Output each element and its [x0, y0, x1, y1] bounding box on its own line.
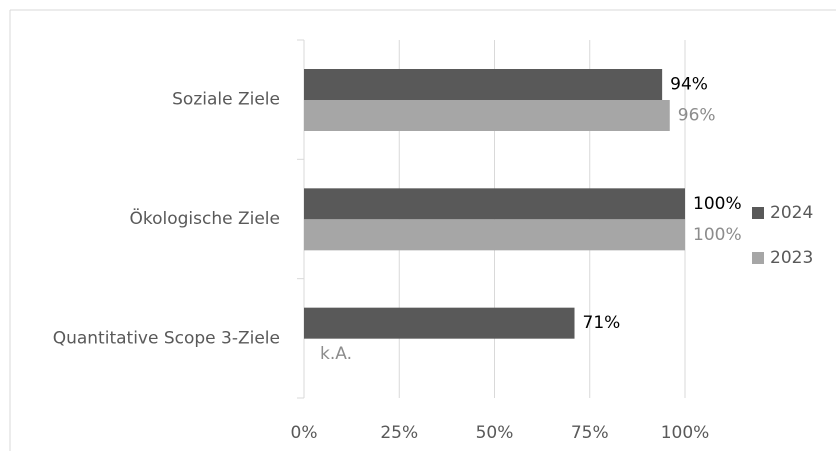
bar [304, 100, 670, 131]
x-tick-label: 25% [380, 423, 418, 443]
x-tick-label: 0% [291, 423, 318, 443]
x-tick-label: 50% [476, 423, 514, 443]
y-tick-label: Quantitative Scope 3-Ziele [53, 328, 280, 348]
data-label: 100% [693, 225, 742, 245]
legend-label: 2024 [770, 203, 813, 223]
legend-swatch [752, 252, 764, 264]
bar [304, 219, 685, 251]
x-tick-label: 100% [661, 423, 710, 443]
data-label: 100% [693, 194, 742, 214]
bar [304, 307, 575, 339]
data-label: k.A. [320, 344, 352, 364]
x-tick-label: 75% [571, 423, 609, 443]
y-tick-label: Soziale Ziele [172, 90, 280, 110]
legend-swatch [752, 207, 764, 219]
bar [304, 188, 685, 220]
bar [304, 69, 663, 100]
data-label: 96% [678, 106, 716, 126]
data-label: 94% [670, 75, 708, 95]
chart-frame [9, 9, 836, 451]
y-tick-label: Ökologische Ziele [129, 207, 280, 229]
data-label: 71% [583, 313, 621, 333]
legend-label: 2023 [770, 248, 813, 268]
